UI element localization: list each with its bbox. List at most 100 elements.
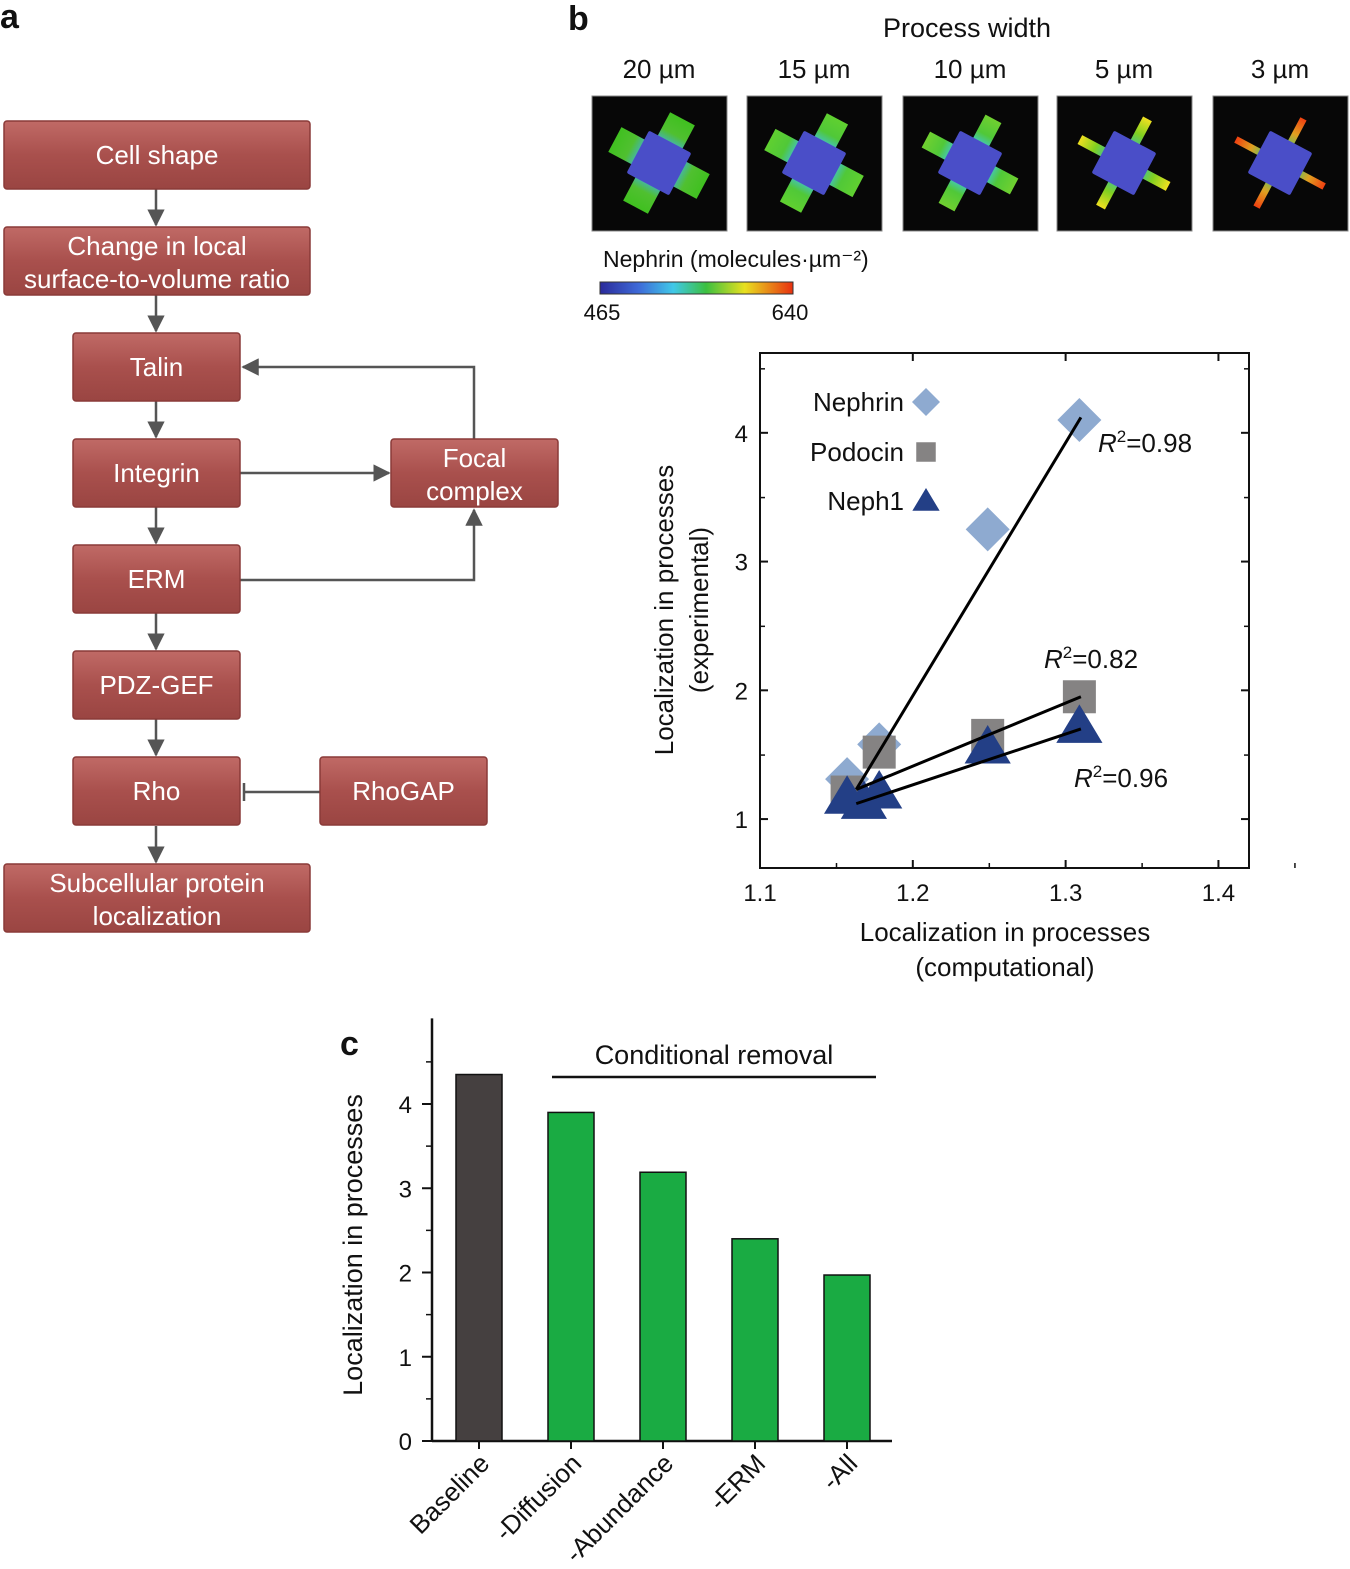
y-tick-label: 3: [735, 550, 748, 577]
flow-node-box: [72, 756, 241, 826]
flow-node-label: Rho: [133, 776, 181, 806]
r-squared-value: =0.82: [1072, 644, 1138, 674]
panel-label-a: a: [0, 0, 20, 36]
y-tick-label: 3: [399, 1176, 412, 1203]
y-tick-label: 4: [399, 1092, 412, 1119]
flow-node-cell-shape: Cell shape: [3, 120, 311, 190]
cell-body: [1092, 131, 1156, 195]
cell-model: [764, 113, 864, 213]
legend-label: Podocin: [810, 437, 904, 467]
simulation-image-1: 15 µm: [746, 54, 883, 232]
cell-process-arm: [1234, 136, 1266, 158]
flow-node-label: Change in local: [67, 231, 246, 261]
plot-frame: [759, 352, 1250, 869]
flow-node-label: ERM: [128, 564, 186, 594]
flow-node-box: [72, 544, 241, 614]
flow-node-box: [72, 650, 241, 720]
r-symbol: R: [1098, 428, 1117, 458]
legend-label: Nephrin: [813, 387, 904, 417]
flow-node-label: Subcellular protein: [49, 868, 264, 898]
x-tick-label: 1.4: [1202, 880, 1235, 907]
cell-model: [1234, 117, 1326, 209]
simulation-image-0: 20 µm: [591, 54, 728, 232]
superscript: 2: [1117, 427, 1126, 446]
flowchart-arrows: [147, 189, 483, 864]
cell-body: [627, 131, 691, 195]
y-axis-label: Localization in processes: [649, 465, 679, 756]
bar-erm: [731, 1238, 779, 1442]
colorbar-min: 465: [584, 300, 621, 325]
y-axis-label: Localization in processes: [338, 1094, 368, 1396]
legend-label: Neph1: [827, 486, 904, 516]
cell-body: [938, 131, 1002, 195]
flow-node-integrin: Integrin: [72, 438, 241, 508]
legend-marker-neph1: [912, 488, 940, 511]
flow-node-pdz-gef: PDZ-GEF: [72, 650, 241, 720]
cell-model: [1077, 116, 1171, 210]
flow-node-box: [319, 756, 488, 826]
r-squared-value: =0.98: [1126, 428, 1192, 458]
simulation-panel: Process width Nephrin (molecules·µm⁻²) 4…: [584, 13, 1349, 325]
flow-node-rhogap: RhoGAP: [319, 756, 488, 826]
cell-model: [921, 114, 1019, 212]
flow-node-label: Cell shape: [96, 140, 219, 170]
x-tick-label: 1.1: [743, 880, 776, 907]
superscript: 2: [1093, 762, 1102, 781]
r-squared-label-nephrin: R2=0.98: [1098, 427, 1192, 458]
x-axis-label-2: (computational): [915, 952, 1094, 982]
y-tick-label: 2: [399, 1261, 412, 1288]
simulation-image-3: 5 µm: [1056, 54, 1193, 232]
flowchart: Cell shape Change in localsurface-to-volu…: [3, 120, 559, 933]
flow-node-box: [3, 120, 311, 190]
x-tick-label: 1.2: [896, 880, 929, 907]
simulation-image-4: 3 µm: [1212, 54, 1349, 232]
x-axis-label: Localization in processes: [860, 917, 1151, 947]
cell-body: [1248, 131, 1312, 195]
x-tick-label: 1.3: [1049, 880, 1082, 907]
scatter-chart: 1.1 1.2 1.3 1.4 1 2 3 4 Localization in processe…: [649, 352, 1296, 982]
fit-line-neph1: [855, 727, 1082, 806]
flow-node-talin: Talin: [72, 332, 241, 402]
x-tick-label: -All: [815, 1448, 863, 1496]
y-tick-label: 1: [399, 1345, 412, 1372]
process-width-label: 10 µm: [934, 54, 1007, 84]
legend-marker-nephrin: [912, 388, 940, 416]
bar-baseline: [455, 1073, 503, 1442]
process-width-label: 20 µm: [623, 54, 696, 84]
y-axis-label-2: (experimental): [684, 527, 714, 693]
data-point-neph1: [964, 724, 1011, 764]
colorbar: [599, 281, 794, 295]
simulation-image-2: 10 µm: [902, 54, 1039, 232]
x-tick-label: -Diffusion: [489, 1448, 588, 1547]
x-tick-label: Baseline: [404, 1448, 496, 1540]
bar-abundance: [639, 1171, 687, 1442]
legend-marker-podocin: [916, 442, 936, 462]
bar-chart: 0 1 2 3 4 Localization in processes Baseline-D…: [338, 1018, 892, 1568]
flow-node-box: [390, 438, 559, 508]
panel-label-c: c: [340, 1025, 359, 1063]
r-symbol: R: [1044, 644, 1063, 674]
r-symbol: R: [1074, 763, 1093, 793]
flow-node-label: surface-to-volume ratio: [24, 264, 290, 294]
panel-label-b: b: [568, 0, 589, 38]
flow-node-label: Talin: [130, 352, 183, 382]
flow-node-rho: Rho: [72, 756, 241, 826]
cell-process-arm: [1294, 168, 1326, 190]
flow-node-erm: ERM: [72, 544, 241, 614]
bar-all: [823, 1274, 871, 1442]
cell-process-arm: [1253, 177, 1275, 209]
y-tick-label: 4: [735, 421, 748, 448]
cell-model: [608, 112, 710, 214]
cell-body: [782, 131, 846, 195]
colorbar-max: 640: [772, 300, 809, 325]
flow-node-label: Integrin: [113, 458, 200, 488]
y-tick-label: 1: [735, 807, 748, 834]
flow-node-box: [72, 332, 241, 402]
process-width-label: 15 µm: [778, 54, 851, 84]
cell-process-arm: [1285, 117, 1307, 149]
fit-line-nephrin: [854, 416, 1083, 791]
process-width-label: 3 µm: [1251, 54, 1309, 84]
